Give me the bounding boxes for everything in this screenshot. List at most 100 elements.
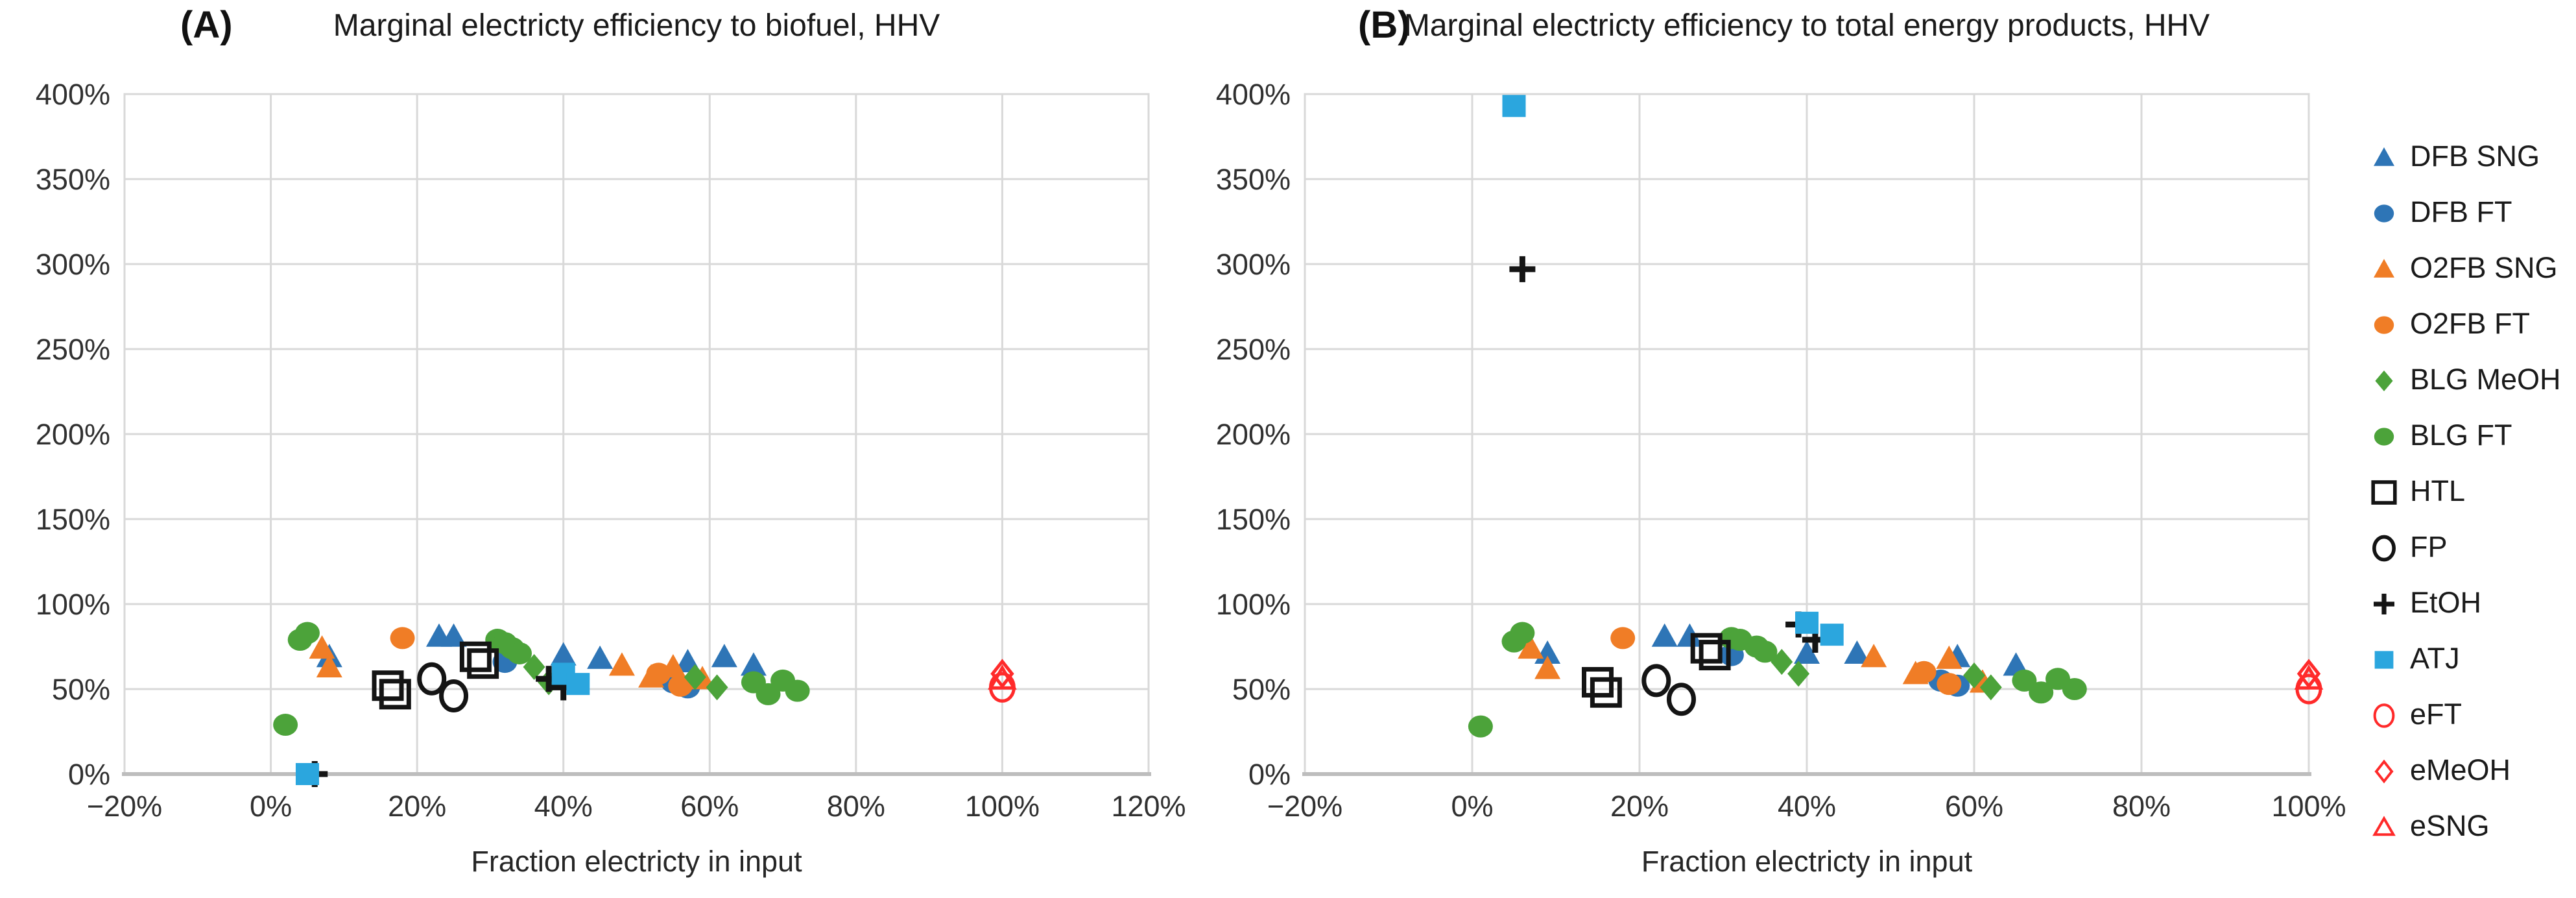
blg_meoh-marker xyxy=(2375,370,2393,391)
y-tick-label: 0% xyxy=(1248,758,1291,791)
y-tick-label: 400% xyxy=(1216,78,1291,111)
x-tick-label: 80% xyxy=(827,790,885,823)
x-tick-label: 120% xyxy=(1111,790,1186,823)
dfb_sng-marker xyxy=(550,642,577,666)
blg_meoh-marker xyxy=(1787,661,1810,687)
chart-b-xaxis-label: Fraction electricty in input xyxy=(1641,845,1973,878)
htl-legend-marker-icon xyxy=(2371,480,2397,505)
o2fb_ft-marker xyxy=(390,627,415,649)
blg_meoh-marker xyxy=(706,674,728,701)
x-tick-label: 20% xyxy=(388,790,446,823)
blg_ft-marker xyxy=(1752,640,1778,663)
fp-marker xyxy=(1641,664,1671,698)
legend-item-o2fb_sng: O2FB SNG xyxy=(2367,240,2576,296)
legend-item-esng: eSNG xyxy=(2367,798,2576,854)
o2fb_ft-marker xyxy=(2374,316,2394,334)
fp-marker xyxy=(2372,535,2396,562)
o2fb_ft-legend-marker-icon xyxy=(2374,316,2394,334)
emeoh-legend-marker-icon xyxy=(2374,759,2394,784)
fp-marker xyxy=(417,662,447,696)
etoh-marker xyxy=(2374,594,2394,614)
legend-label: FP xyxy=(2410,530,2448,563)
legend-label: O2FB SNG xyxy=(2410,251,2558,284)
esng-marker xyxy=(988,664,1017,690)
blg_ft-marker xyxy=(507,642,532,664)
dfb_sng-marker xyxy=(1844,640,1870,664)
fp-marker xyxy=(1667,683,1696,716)
o2fb_sng-marker xyxy=(2374,259,2394,278)
legend-item-dfb_ft: DFB FT xyxy=(2367,184,2576,240)
legend-label: eFT xyxy=(2410,698,2463,731)
atj-marker xyxy=(295,763,319,785)
o2fb_sng-marker xyxy=(608,652,635,676)
y-tick-label: 100% xyxy=(1216,588,1291,621)
blg_ft-marker xyxy=(2062,678,2087,700)
dfb_ft-marker xyxy=(2374,204,2394,223)
htl-marker xyxy=(372,670,404,701)
x-tick-label: 100% xyxy=(2271,790,2346,823)
esng-marker xyxy=(2294,664,2324,690)
dfb_sng-marker xyxy=(1651,623,1678,647)
atj-marker xyxy=(1795,611,1819,634)
dfb_sng-marker xyxy=(740,652,767,676)
htl-marker xyxy=(379,679,411,710)
y-tick-label: 100% xyxy=(36,588,110,621)
legend-label: eMeOH xyxy=(2410,753,2511,786)
blg_ft-marker xyxy=(785,679,810,702)
y-tick-label: 350% xyxy=(1216,163,1291,196)
x-tick-label: 0% xyxy=(1451,790,1493,823)
o2fb_ft-marker xyxy=(646,662,671,685)
y-tick-label: 250% xyxy=(1216,333,1291,366)
y-tick-label: 400% xyxy=(36,78,110,111)
o2fb_sng-marker xyxy=(309,635,335,659)
x-tick-label: 0% xyxy=(250,790,292,823)
chart-b-title: Marginal electricty efficiency to total … xyxy=(1403,8,2210,43)
atj-legend-marker-icon xyxy=(2374,651,2394,669)
o2fb_sng-marker xyxy=(316,653,342,677)
o2fb_sng-marker xyxy=(1534,655,1561,679)
blg_ft-marker xyxy=(1468,715,1493,738)
htl-marker xyxy=(467,648,499,679)
chart-a: −20% 0% 20% 40% 60% 80% 100% 120%0%50%100%150%2… xyxy=(36,78,1186,823)
o2fb_ft-marker xyxy=(1937,673,1962,696)
legend-item-atj: ATJ xyxy=(2367,631,2576,686)
legend-item-blg_ft: BLG FT xyxy=(2367,407,2576,463)
fp-marker xyxy=(439,679,469,712)
legend-item-blg_meoh: BLG MeOH xyxy=(2367,352,2576,407)
x-tick-label: 100% xyxy=(965,790,1040,823)
blg_ft-marker xyxy=(273,714,298,736)
esng-legend-marker-icon xyxy=(2372,816,2396,836)
dfb_sng-marker xyxy=(440,623,467,647)
legend-item-emeoh: eMeOH xyxy=(2367,742,2576,798)
htl-marker xyxy=(459,641,492,672)
x-tick-label: 80% xyxy=(2112,790,2171,823)
dfb_ft-legend-marker-icon xyxy=(2374,204,2394,223)
chart-b: −20% 0% 20% 40% 60% 80% 100%0%50%100%150%200%2… xyxy=(1216,78,2346,823)
x-tick-label: 40% xyxy=(1778,790,1836,823)
dfb_sng-legend-marker-icon xyxy=(2374,147,2394,166)
emeoh-marker xyxy=(990,659,1014,689)
htl-marker xyxy=(1590,677,1622,708)
blg_meoh-marker xyxy=(1963,662,1985,689)
y-tick-label: 0% xyxy=(68,758,110,791)
htl-marker xyxy=(1690,633,1723,664)
legend: DFB SNG DFB FT O2FB SNG O2FB FT BLG MeOH BLG … xyxy=(2367,128,2576,854)
legend-label: HTL xyxy=(2410,474,2466,507)
etoh-legend-marker-icon xyxy=(2374,594,2394,614)
o2fb_ft-marker xyxy=(1610,627,1636,649)
y-tick-label: 350% xyxy=(36,163,110,196)
fp-legend-marker-icon xyxy=(2372,535,2396,562)
blg_meoh-legend-marker-icon xyxy=(2375,370,2393,391)
o2fb_sng-legend-marker-icon xyxy=(2374,259,2394,278)
dfb_sng-marker xyxy=(711,644,737,668)
x-tick-label: −20% xyxy=(87,790,162,823)
atj-marker xyxy=(566,673,590,696)
legend-item-o2fb_ft: O2FB FT xyxy=(2367,296,2576,352)
eft-legend-marker-icon xyxy=(2373,703,2395,728)
y-tick-label: 50% xyxy=(52,673,110,706)
etoh-marker xyxy=(1509,256,1536,282)
x-tick-label: 60% xyxy=(680,790,739,823)
dfb_sng-marker xyxy=(587,645,614,669)
